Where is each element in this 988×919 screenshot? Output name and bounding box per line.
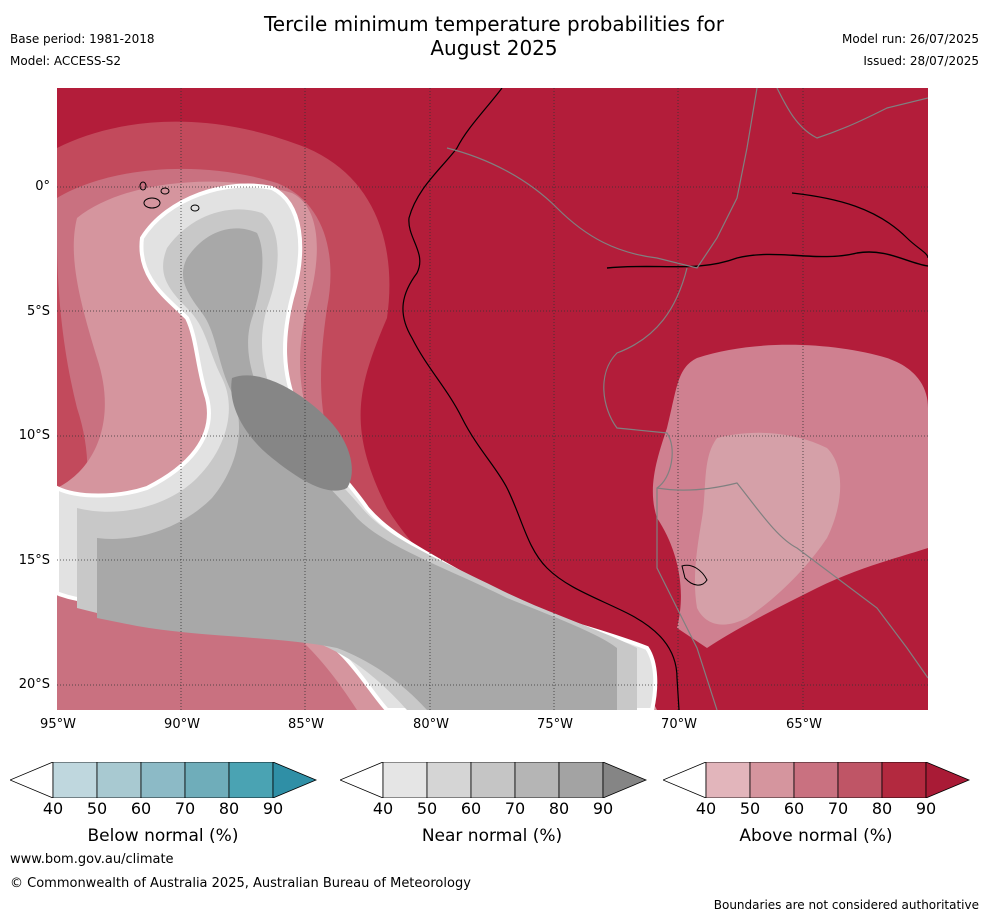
colorbar-near <box>338 761 648 802</box>
disclaimer-text: Boundaries are not considered authoritat… <box>713 898 979 912</box>
near-tick-70: 70 <box>504 799 526 818</box>
lake-titicaca <box>681 564 708 586</box>
x-tick-80w: 80°W <box>413 717 449 732</box>
near-tick-60: 60 <box>460 799 482 818</box>
title-line-2: August 2025 <box>430 36 558 60</box>
below-normal-label: Below normal (%) <box>87 826 239 846</box>
colorbar-above <box>661 761 971 802</box>
y-tick-10s: 10°S <box>18 428 50 443</box>
x-tick-90w: 90°W <box>164 717 200 732</box>
below-tick-90: 90 <box>262 799 284 818</box>
near-normal-label: Near normal (%) <box>421 826 563 846</box>
meta-right: Model run: 26/07/2025 Issued: 28/07/2025 <box>842 28 979 72</box>
map-title: Tercile minimum temperature probabilitie… <box>0 12 988 60</box>
probability-map <box>57 88 928 710</box>
above-tick-40: 40 <box>695 799 717 818</box>
model-run: Model run: 26/07/2025 <box>841 32 979 46</box>
graticule <box>57 88 928 710</box>
below-tick-40: 40 <box>42 799 64 818</box>
near-tick-90: 90 <box>592 799 614 818</box>
river-north <box>791 192 928 259</box>
below-tick-80: 80 <box>218 799 240 818</box>
near-tick-80: 80 <box>548 799 570 818</box>
above-normal-label: Above normal (%) <box>739 826 893 846</box>
title-line-1: Tercile minimum temperature probabilitie… <box>263 12 725 36</box>
y-tick-15s: 15°S <box>18 553 50 568</box>
above-tick-90: 90 <box>915 799 937 818</box>
above-tick-60: 60 <box>783 799 805 818</box>
above-tick-70: 70 <box>827 799 849 818</box>
inland-band-50 <box>694 432 841 625</box>
meta-left: Base period: 1981-2018 Model: ACCESS-S2 <box>10 28 155 72</box>
near-normal-80 <box>231 375 352 491</box>
base-period: Base period: 1981-2018 <box>10 32 155 46</box>
map-svg <box>57 88 928 710</box>
x-tick-95w: 95°W <box>40 717 76 732</box>
issued-date: Issued: 28/07/2025 <box>863 54 979 68</box>
amazon-river <box>606 251 928 269</box>
y-tick-20s: 20°S <box>18 677 50 692</box>
x-tick-65w: 65°W <box>786 717 822 732</box>
below-tick-60: 60 <box>130 799 152 818</box>
colorbar-below <box>8 761 318 802</box>
near-tick-40: 40 <box>372 799 394 818</box>
below-tick-70: 70 <box>174 799 196 818</box>
colorbar-below-svg <box>8 761 318 799</box>
x-tick-75w: 75°W <box>537 717 573 732</box>
y-tick-5s: 5°S <box>26 304 50 319</box>
colorbar-above-svg <box>661 761 971 799</box>
colorbar-near-svg <box>338 761 648 799</box>
near-tick-50: 50 <box>416 799 438 818</box>
above-tick-80: 80 <box>871 799 893 818</box>
x-tick-70w: 70°W <box>661 717 697 732</box>
country-borders <box>446 88 928 710</box>
y-tick-0: 0° <box>35 179 50 194</box>
above-tick-50: 50 <box>739 799 761 818</box>
copyright-text: © Commonwealth of Australia 2025, Austra… <box>10 876 471 891</box>
near-normal-70 <box>97 228 617 710</box>
below-tick-50: 50 <box>86 799 108 818</box>
model-name: Model: ACCESS-S2 <box>10 54 122 68</box>
galapagos-islands <box>139 181 200 212</box>
x-tick-85w: 85°W <box>288 717 324 732</box>
coastline <box>402 88 680 710</box>
website-link[interactable]: www.bom.gov.au/climate <box>10 852 174 867</box>
